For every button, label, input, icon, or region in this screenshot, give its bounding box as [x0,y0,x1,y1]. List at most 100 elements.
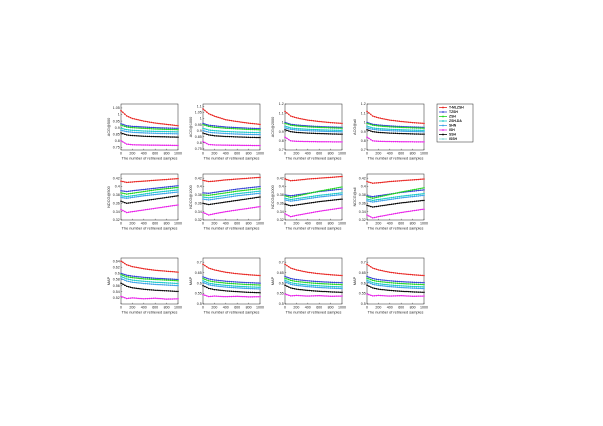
data-point [339,188,341,191]
x-tick-label: 200 [375,306,381,310]
data-point [371,127,374,129]
data-point [148,130,151,132]
x-tick-label: 0 [366,306,368,310]
data-point [209,284,212,286]
data-point [299,281,301,283]
data-point [297,127,300,130]
data-point [314,195,317,197]
data-point [402,290,404,293]
data-point [385,283,387,286]
data-point [408,287,410,289]
data-point [253,128,256,131]
data-point [327,189,330,192]
data-point [211,284,214,287]
data-point [419,291,421,293]
data-point [175,189,177,191]
data-point [289,279,292,282]
data-point [175,204,177,206]
data-point [389,129,391,132]
y-tick-label: 0.52 [113,296,120,300]
data-point [308,295,311,297]
data-point [242,287,244,289]
data-point [409,273,412,276]
data-point [284,125,286,127]
data-point [177,133,179,135]
data-point [124,273,126,276]
data-point [244,131,246,133]
data-point [303,279,305,282]
data-point [255,196,257,199]
data-point [383,129,385,132]
data-point [129,276,132,279]
data-point [417,291,420,293]
data-point [244,133,246,136]
y-tick-label: 0.55 [195,292,202,296]
data-point [381,117,383,120]
data-point [423,286,425,288]
data-point [122,283,124,285]
data-point [251,188,254,191]
data-point [289,198,292,201]
data-point [305,140,307,143]
data-point [165,284,168,286]
data-point [341,133,343,135]
data-point [163,196,166,199]
data-point [249,286,252,288]
data-point [370,130,372,132]
data-point [144,135,147,138]
data-point [322,290,324,293]
data-point [202,108,204,110]
data-point [232,290,235,293]
data-point [291,287,294,290]
data-point [148,188,151,190]
data-point [146,130,149,132]
data-point [421,295,423,297]
data-point [221,201,223,204]
x-tick-label: 1000 [338,306,346,310]
data-point [413,127,416,129]
data-point [152,198,155,201]
data-point [129,181,132,183]
data-point [341,129,343,132]
data-point [396,212,399,214]
data-point [247,127,250,129]
data-point [204,109,206,112]
data-point [339,295,341,297]
data-point [413,193,416,196]
data-point [423,192,425,195]
data-point [390,196,393,199]
data-point [316,128,319,131]
y-tick-label: 0.36 [277,201,284,205]
data-point [371,283,374,286]
data-point [303,178,305,181]
data-point [124,201,126,204]
data-point [131,265,134,268]
data-point [204,128,206,130]
data-point [251,286,254,288]
x-tick-label: 0 [120,306,122,310]
data-point [375,116,378,118]
data-point [404,273,406,275]
data-point [146,278,149,280]
data-point [158,179,160,181]
data-point [232,209,235,212]
data-point [211,288,214,290]
y-tick-label: 1.05 [113,106,120,110]
data-point [244,121,246,124]
data-point [150,189,153,192]
data-point [173,279,175,282]
data-point [144,194,147,197]
data-point [423,127,425,129]
data-point [244,285,246,288]
data-point [286,276,288,278]
x-tick-label: 200 [293,152,299,156]
data-point [307,285,309,288]
data-point [154,193,156,196]
data-point [371,199,374,202]
data-point [230,119,233,122]
data-point [421,287,423,290]
data-point [169,282,172,284]
data-point [299,288,301,291]
data-point [217,212,219,214]
data-point [337,127,339,129]
